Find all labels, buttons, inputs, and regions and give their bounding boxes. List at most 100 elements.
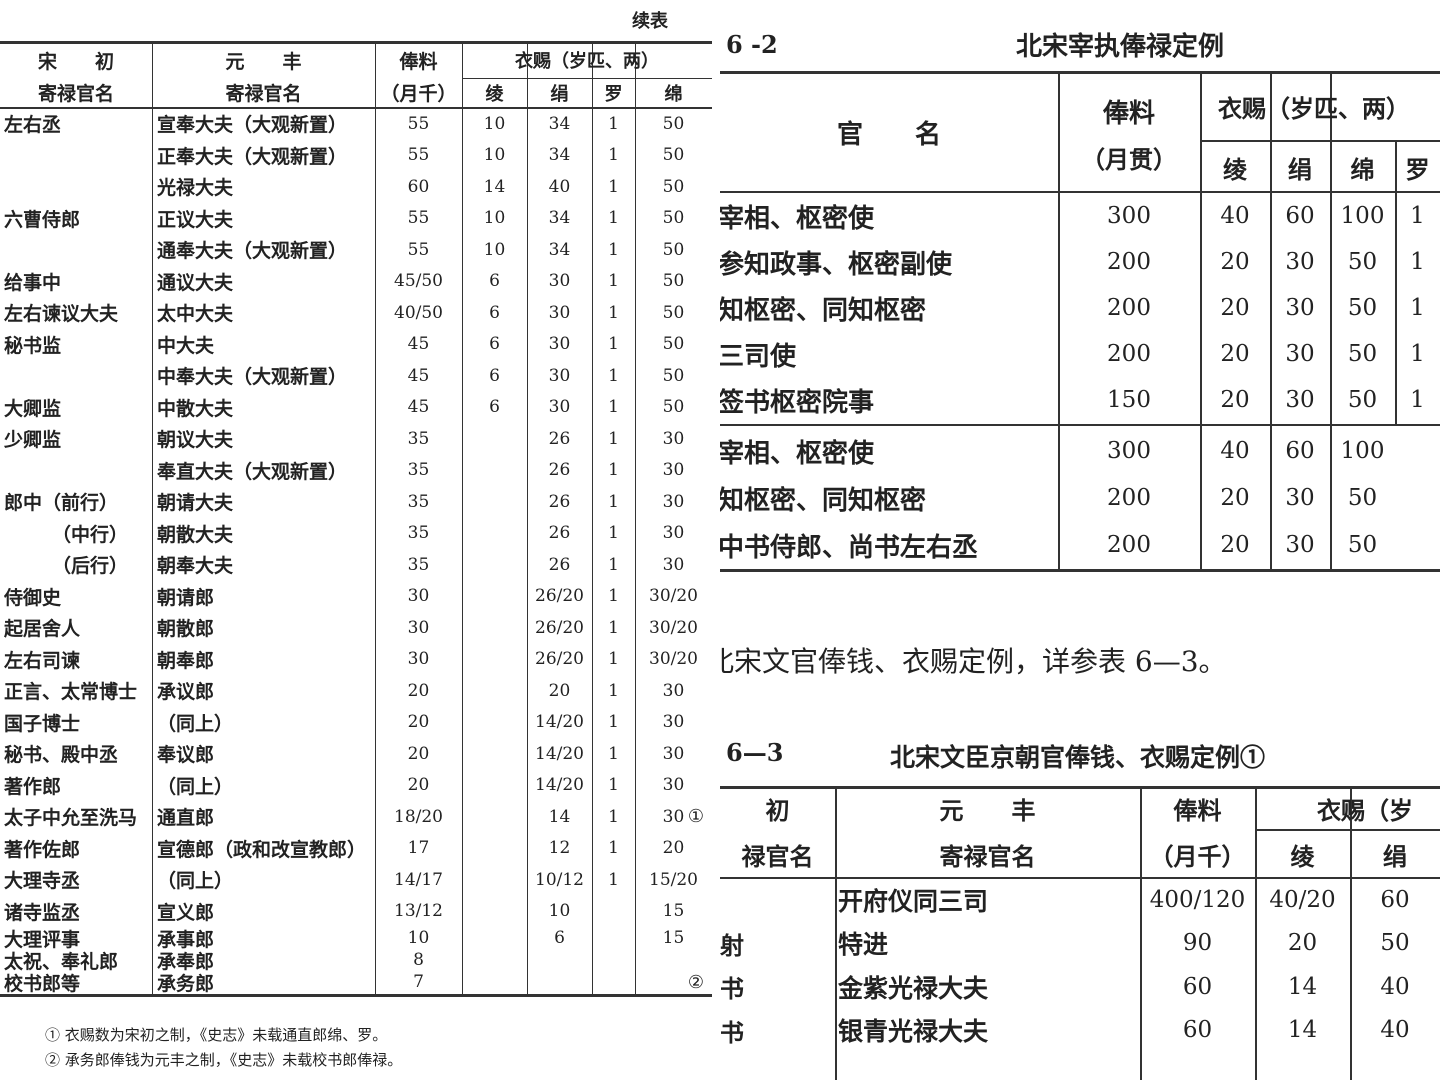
cell: 六曹侍郎 <box>4 208 81 231</box>
rule <box>375 42 377 994</box>
cell: 35 <box>407 491 430 512</box>
cell: 14 <box>483 176 506 197</box>
rule <box>0 41 712 44</box>
cell: 8 <box>413 950 424 970</box>
cell: 20 <box>548 680 571 701</box>
table-title: 北宋文臣京朝官俸钱、衣赐定例① <box>890 743 1266 772</box>
cell: 10 <box>483 145 506 166</box>
cell: 50 <box>662 334 685 355</box>
cell: 50 <box>662 145 685 166</box>
rule <box>720 424 1440 426</box>
cell: 6 <box>489 271 500 292</box>
cell: 金紫光禄大夫 <box>838 973 989 1003</box>
cell: 中大夫 <box>157 334 215 357</box>
cell: 14 <box>1287 1017 1318 1044</box>
column-header: 元 丰 <box>939 795 1036 825</box>
cell: 60 <box>1380 886 1410 913</box>
column-header: 绢 <box>1288 154 1312 184</box>
cell: 知枢密、同知枢密 <box>720 295 927 326</box>
cell: 30 <box>407 649 430 670</box>
cell: 1 <box>608 806 619 827</box>
cell: 18/20 <box>394 806 443 827</box>
cell: 7 <box>413 972 424 992</box>
footnote: ① 衣赐数为宋初之制，《史志》未载通直郎绵、罗。 <box>45 1025 388 1044</box>
rule <box>635 42 637 994</box>
cell: 15/20 <box>649 869 698 890</box>
cell: 少卿监 <box>4 429 62 452</box>
cell: （后行） <box>52 555 129 578</box>
cell: 40 <box>1220 438 1250 464</box>
cell: 1 <box>608 460 619 481</box>
column-header: （月千） <box>1149 841 1246 871</box>
cell: 奉议郎 <box>157 744 215 767</box>
cell: 34 <box>548 208 571 229</box>
column-header: 俸料 <box>1173 795 1222 825</box>
rule <box>720 786 1440 789</box>
cell: 宣德郎（政和改宣教郎） <box>157 838 367 861</box>
cell: 300 <box>1107 203 1151 229</box>
cell: 30 <box>548 302 571 323</box>
continued-label: 续表 <box>632 11 668 32</box>
cell: 宣奉大夫（大观新置） <box>157 114 348 137</box>
cell: 6 <box>489 334 500 355</box>
cell: 26/20 <box>535 586 584 607</box>
cell: 55 <box>407 113 430 134</box>
cell: 射 <box>720 930 744 960</box>
cell: 45 <box>407 334 430 355</box>
rule <box>720 191 1440 193</box>
cell: 著作佐郎 <box>4 838 81 861</box>
cell: 1 <box>608 428 619 449</box>
column-header: 官 名 <box>836 119 941 150</box>
cell: 10 <box>483 208 506 229</box>
cell: 30 <box>1285 341 1315 367</box>
cell: 书 <box>720 1017 744 1047</box>
rule <box>720 569 1440 572</box>
cell: 诸寺监丞 <box>4 901 81 924</box>
cell: 45/50 <box>394 271 443 292</box>
column-header: 元 丰 <box>225 50 302 73</box>
column-header: 俸料 <box>399 50 438 73</box>
rule <box>720 877 1440 879</box>
cell: 50 <box>1347 295 1378 321</box>
note-marker: ① <box>687 806 705 828</box>
cell: 1 <box>608 491 619 512</box>
cell: 通奉大夫（大观新置） <box>157 240 348 263</box>
cell: 14/17 <box>394 869 443 890</box>
cell: 朝奉郎 <box>157 649 215 672</box>
cell: 参知政事、枢密副使 <box>720 249 953 280</box>
cell: 50 <box>662 113 685 134</box>
cell: 90 <box>1182 930 1213 957</box>
cell: 通议大夫 <box>157 271 234 294</box>
cell: 30 <box>1285 295 1315 321</box>
column-header: 俸料 <box>1102 98 1155 129</box>
column-header: 初 <box>765 795 790 825</box>
cell: 1 <box>1410 249 1425 275</box>
cell: 20 <box>1287 930 1318 957</box>
table-label: 6 -2 <box>726 29 778 59</box>
cell: 左右谏议大夫 <box>4 303 119 326</box>
cell: 50 <box>1347 532 1378 558</box>
cell: 奉直大夫（大观新置） <box>157 460 348 483</box>
rule <box>835 787 837 1080</box>
cell: 校书郎等 <box>4 972 81 995</box>
cell: 200 <box>1107 295 1151 321</box>
cell: 朝散大夫 <box>157 523 234 546</box>
cell: 30 <box>662 491 685 512</box>
cell: 300 <box>1107 438 1151 464</box>
cell: 30 <box>662 428 685 449</box>
cell: 30 <box>1285 485 1315 511</box>
cell: 50 <box>662 176 685 197</box>
rule <box>1200 140 1440 142</box>
cell: 30 <box>548 271 571 292</box>
cell: 侍御史 <box>4 586 62 609</box>
cell: 1 <box>608 208 619 229</box>
rule <box>1255 829 1440 831</box>
cell: 开府仪同三司 <box>838 886 989 916</box>
cell: 50 <box>662 397 685 418</box>
cell: 1 <box>1410 387 1425 413</box>
cell: 宰相、枢密使 <box>720 203 875 234</box>
cell: 45 <box>407 365 430 386</box>
column-header: 绫 <box>1290 841 1315 871</box>
rule <box>462 78 712 80</box>
column-header: 绢 <box>1383 841 1407 871</box>
